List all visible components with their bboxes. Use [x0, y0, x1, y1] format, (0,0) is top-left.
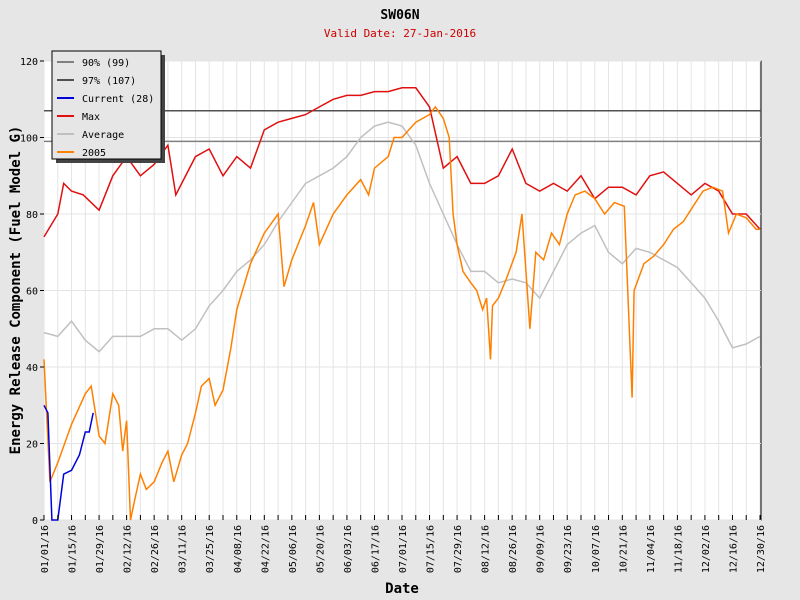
x-tick-label: 07/29/16: [453, 525, 464, 573]
x-tick-label: 10/07/16: [591, 525, 602, 573]
chart-title: SW06N: [380, 8, 419, 23]
legend-label: 90% (99): [82, 58, 130, 69]
y-tick-label: 20: [26, 440, 38, 451]
x-tick-label: 12/16/16: [728, 525, 739, 573]
y-axis-label: Energy Release Component (Fuel Model G): [8, 126, 24, 455]
x-tick-label: 01/01/16: [40, 525, 51, 573]
chart-subtitle: Valid Date: 27-Jan-2016: [324, 27, 476, 40]
x-tick-label: 12/02/16: [701, 525, 712, 573]
legend-label: 97% (107): [82, 76, 136, 87]
x-tick-label: 11/18/16: [673, 525, 684, 573]
x-tick-label: 05/20/16: [315, 525, 326, 573]
y-tick-label: 120: [20, 57, 38, 68]
x-tick-label: 07/01/16: [398, 525, 409, 573]
x-tick-label: 02/12/16: [123, 525, 134, 573]
x-tick-label: 06/17/16: [370, 525, 381, 573]
x-tick-label: 05/06/16: [288, 525, 299, 573]
y-tick-label: 0: [32, 516, 38, 527]
x-tick-label: 03/25/16: [205, 525, 216, 573]
y-tick-label: 100: [20, 134, 38, 145]
x-tick-label: 12/30/16: [756, 525, 767, 573]
legend-label: Current (28): [82, 94, 154, 105]
x-axis-label: Date: [385, 581, 419, 597]
series-lines: [43, 87, 761, 521]
x-tick-label: 11/04/16: [646, 525, 657, 573]
x-tick-label: 08/26/16: [508, 525, 519, 573]
x-tick-label: 04/08/16: [233, 525, 244, 573]
series-line-2005: [43, 105, 760, 521]
x-axis-ticks: 01/01/16 01/15/16 01/29/16 02/12/16 02/26/16…: [40, 515, 767, 573]
x-tick-label: 02/26/16: [150, 525, 161, 573]
series-line-average: [43, 121, 761, 353]
y-tick-label: 80: [26, 210, 38, 221]
legend-label: 2005: [82, 148, 106, 159]
legend-label: Max: [82, 112, 100, 123]
x-tick-label: 10/21/16: [618, 525, 629, 573]
x-tick-label: 04/22/16: [260, 525, 271, 573]
x-tick-label: 07/15/16: [426, 525, 437, 573]
series-line-current-28-: [43, 404, 94, 521]
legend-label: Average: [82, 130, 124, 141]
x-tick-label: 08/12/16: [481, 525, 492, 573]
legend: 90% (99) 97% (107) Current (28) Max Average 2…: [51, 50, 165, 163]
x-tick-label: 09/09/16: [536, 525, 547, 573]
y-tick-label: 60: [26, 287, 38, 298]
x-tick-label: 06/03/16: [343, 525, 354, 573]
y-tick-label: 40: [26, 363, 38, 374]
series-line-max: [43, 87, 761, 238]
x-tick-label: 09/23/16: [563, 525, 574, 573]
y-axis-ticks: 0 20 40 60 80 100 120: [20, 57, 44, 527]
x-tick-label: 01/15/16: [68, 525, 79, 573]
x-tick-label: 01/29/16: [95, 525, 106, 573]
x-tick-label: 03/11/16: [178, 525, 189, 573]
